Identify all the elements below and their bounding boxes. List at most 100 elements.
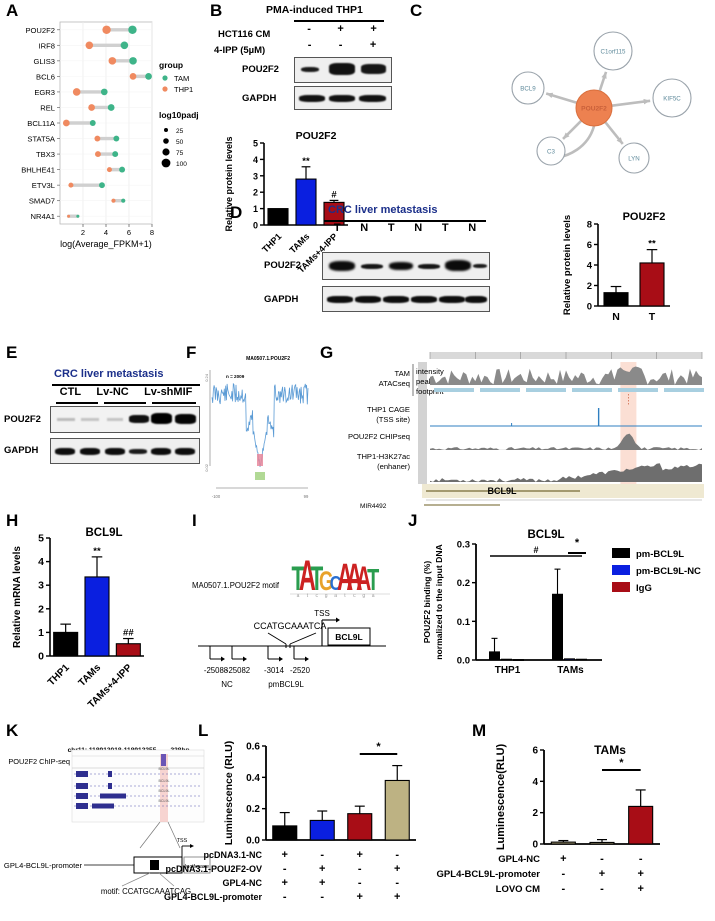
callout-line [267,632,287,645]
point-thp1 [88,104,95,111]
callout-line [158,872,175,887]
panel-i-coord-label: -25082 [226,666,250,675]
bar [603,292,629,307]
panel-e: E CRC liver metastasis CTL Lv-NC Lv-shMI… [4,342,204,512]
condition-row-label: GPL4-BCL9L-promoter [164,892,263,902]
network-node[interactable] [536,136,566,166]
y-tick-label: 4 [38,556,44,568]
network-node[interactable] [593,31,633,71]
y-tick-label: 3 [38,580,44,592]
panel-g-label: G [320,343,334,362]
y-tick-label: 0.0 [457,656,470,667]
bar [489,651,500,661]
edge-arrow [601,71,607,79]
track-label-tam: TAM [395,369,410,378]
network-node-label: C1orf115 [601,49,627,56]
panel-k-highlight [160,754,168,822]
panel-g: G TAM ATACseq intensity peak footprint THP1 C… [318,342,715,512]
chart-title: BCL9L [85,527,122,539]
panel-a-label: A [6,1,19,20]
panel-f: F MA0507.1.POU2F2 n = 2009 0.24 0.02 -100 99 [186,342,316,510]
condition-value: + [394,863,400,875]
atac-peak-block [572,388,612,392]
y-tick-label: 6 [532,746,538,757]
motif-minor-letter: g [325,593,328,599]
significance-marker: ## [123,628,134,639]
motif-letter: C [330,572,342,594]
panel-b-cond-label-0: HCT116 CM [218,29,271,40]
panel-f-title: MA0507.1.POU2F2 [246,356,290,362]
panel-b-blot-1 [294,86,392,110]
panel-e-blot-0 [50,406,200,433]
gene-exon [108,771,112,777]
point-thp1 [111,198,116,203]
panel-d-blot-label-0: POU2F2 [264,260,301,271]
panel-f-xleft: -100 [212,494,221,499]
group-label-lvshmif: Lv-shMIF [144,386,193,398]
motif-minor-letter: a [297,593,300,599]
condition-value: - [561,883,565,895]
panel-a-category-label: STAT5A [27,135,56,144]
point-tam [129,57,137,65]
point-tam [119,166,126,173]
significance-marker: * [376,741,381,753]
point-tam [99,182,105,189]
y-tick-label: 1 [253,204,258,214]
region-highlight [620,362,637,484]
lane-label: N [360,222,369,234]
lane-label: T [441,222,449,234]
condition-value: - [395,877,399,889]
motif-minor-letter: t [307,593,309,599]
y-axis-label: Luminescence (RLU) [223,741,235,845]
tss-arrow [336,617,340,623]
atac-peak-block [664,388,704,392]
panel-i-coord-label: -25088 [204,666,228,675]
network-node-label: LYN [628,156,640,163]
panel-i-group-pmbcl9l: pmBCL9L [268,680,304,689]
lane-label: T [333,222,341,234]
cond-value: - [307,39,312,51]
panel-k-promoter-label: GPL4-BCL9L-promoter [4,861,83,870]
cond-value: + [369,39,377,51]
significance-marker: * [619,757,624,769]
coord-arrow [243,656,247,662]
condition-value: - [283,891,287,903]
legend-label: IgG [636,583,652,594]
panel-i-label: I [192,511,197,530]
network-node-label: BCL9 [520,86,536,93]
panel-a-legend-title-size: log10padj [159,110,199,120]
network-node[interactable] [618,142,650,174]
cond-value: - [338,39,343,51]
panel-j-label: J [408,511,418,530]
point-tam [113,135,120,142]
network-node[interactable] [652,78,692,118]
gene-exon [100,793,126,799]
gene-label-mir4492: MIR4492 [360,503,387,510]
motif-letter: G [319,566,333,596]
panel-l-label: L [198,721,209,740]
network-node-center[interactable] [575,89,613,127]
cond-value: - [307,23,311,35]
edge-arrow [616,137,623,144]
condition-row-label: LOVO CM [496,884,540,895]
condition-value: + [282,849,288,861]
gene-exon [76,771,88,777]
track-label-h3k27ac: THP1-H3K27ac [357,452,410,461]
network-node[interactable] [511,71,545,105]
lane-label: T [387,222,395,234]
y-tick-label: 3 [253,171,258,181]
track-sub-peak: peak [416,377,433,386]
panel-i-coord-label: -2520 [290,666,311,675]
track-label-chipseq: POU2F2 CHIPseq [348,432,410,441]
panel-k-gene-tick: BCL9L [159,767,170,771]
y-tick-label: 5 [253,139,258,149]
point-thp1 [62,119,70,127]
point-tam [100,88,108,96]
significance-marker: # [331,189,337,200]
panel-k-tss-label: TSS [177,838,188,844]
point-tam [145,73,152,80]
panel-m: M 0 2 4 6 Luminescence(RLU) TAMs * GPL4-NC + - - GP… [437,722,715,920]
group-label-lvnc: Lv-NC [96,386,129,398]
panel-a-legend-size-label: 75 [176,150,184,157]
panel-i-motif-caption: MA0507.1.POU2F2 motif [192,581,280,590]
